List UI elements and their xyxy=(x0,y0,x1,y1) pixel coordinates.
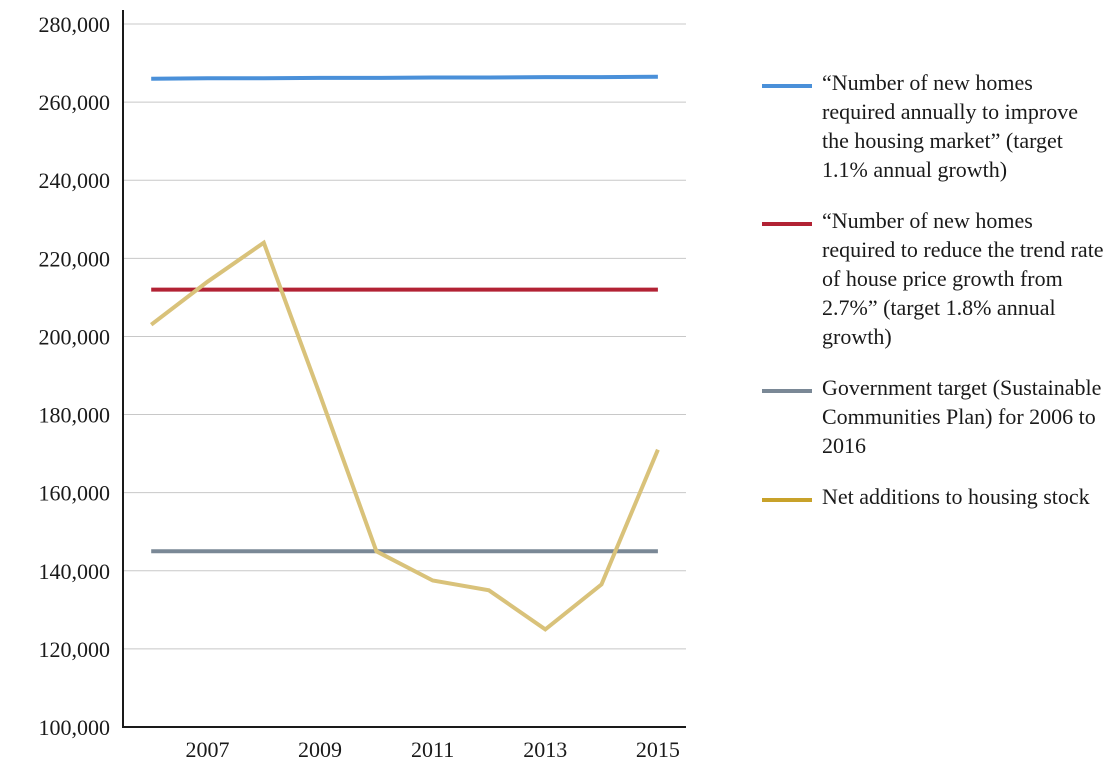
x-tick-label: 2009 xyxy=(298,737,342,762)
y-tick-label: 100,000 xyxy=(39,715,111,740)
y-tick-label: 260,000 xyxy=(39,90,111,115)
x-tick-label: 2011 xyxy=(411,737,454,762)
x-tick-label: 2015 xyxy=(636,737,680,762)
legend: “Number of new homes required annually t… xyxy=(762,68,1107,533)
series-line-0 xyxy=(151,74,658,81)
axes xyxy=(122,10,686,728)
y-tick-labels: 100,000 120,000 140,000 160,000 180,000 200,0… xyxy=(39,12,111,740)
legend-swatch-improve-market xyxy=(762,84,812,88)
legend-item-improve-market: “Number of new homes required annually t… xyxy=(762,68,1107,184)
legend-label-net-additions: Net additions to housing stock xyxy=(822,484,1090,509)
y-tick-label: 180,000 xyxy=(39,403,111,428)
legend-swatch-government-target xyxy=(762,389,812,393)
grid-lines xyxy=(123,23,686,650)
x-tick-label: 2013 xyxy=(523,737,567,762)
legend-label-improve-market: “Number of new homes required annually t… xyxy=(822,70,1078,182)
y-tick-label: 240,000 xyxy=(39,168,111,193)
y-tick-label: 220,000 xyxy=(39,246,111,271)
legend-item-reduce-price-growth: “Number of new homes required to reduce … xyxy=(762,206,1107,351)
y-tick-label: 280,000 xyxy=(39,12,111,37)
series-line-3 xyxy=(149,239,660,632)
legend-swatch-net-additions xyxy=(762,498,812,502)
legend-swatch-reduce-price-growth xyxy=(762,222,812,226)
series-lines xyxy=(149,74,660,632)
legend-item-government-target: Government target (Sustainable Communiti… xyxy=(762,373,1107,460)
x-tick-label: 2007 xyxy=(185,737,229,762)
y-tick-label: 140,000 xyxy=(39,559,111,584)
y-tick-label: 160,000 xyxy=(39,481,111,506)
legend-item-net-additions: Net additions to housing stock xyxy=(762,482,1107,511)
legend-label-government-target: Government target (Sustainable Communiti… xyxy=(822,375,1102,458)
y-tick-label: 120,000 xyxy=(39,637,111,662)
x-tick-labels: 2007 2009 2011 2013 2015 xyxy=(185,737,679,762)
legend-label-reduce-price-growth: “Number of new homes required to reduce … xyxy=(822,208,1104,349)
y-tick-label: 200,000 xyxy=(39,324,111,349)
